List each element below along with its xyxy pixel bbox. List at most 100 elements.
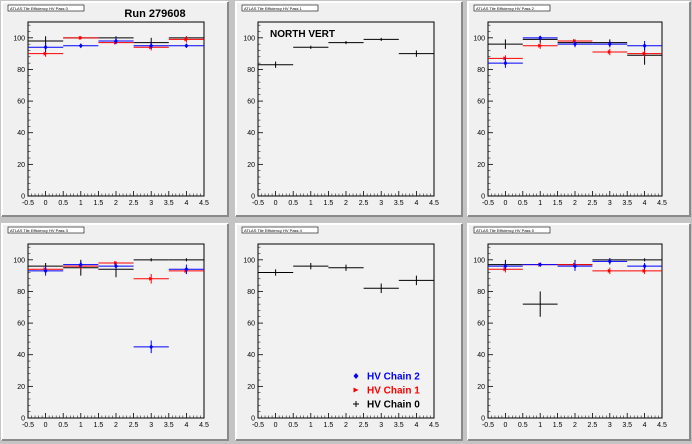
data-point: [522, 35, 558, 41]
x-tick-label: 1: [309, 422, 313, 429]
point-marker: [607, 50, 612, 55]
data-point: [398, 275, 434, 286]
y-tick-label: 0: [21, 416, 25, 423]
panel-title: ATLAS Tile Efficiency HV Pass 5: [476, 228, 535, 233]
chart-panel-3: ATLAS Tile Efficiency HV Pass 2-0.5 0 0.5 1…: [467, 1, 691, 217]
legend-label: HV Chain 1: [367, 386, 420, 397]
x-tick-label: 2.5: [359, 422, 369, 429]
data-point: [168, 258, 204, 262]
plot-area: [487, 243, 663, 419]
point-marker: [607, 268, 612, 273]
panel-title-frame: [241, 4, 319, 12]
y-tick-label: 40: [247, 352, 255, 359]
point-marker: [149, 276, 154, 281]
x-tick-label: 0.5: [518, 200, 528, 207]
x-tick-label: 0.5: [288, 200, 298, 207]
data-point: [522, 291, 558, 317]
x-tick-label: 0: [503, 422, 507, 429]
y-tick-label: 100: [473, 257, 485, 264]
panel-bevel-light: [1, 223, 228, 440]
data-point: [488, 39, 523, 49]
panel-title: ATLAS Tile Efficiency HV Pass 4: [244, 228, 303, 233]
data-point: [168, 264, 204, 275]
data-point: [522, 262, 558, 268]
data-point: [592, 258, 628, 265]
data-point: [98, 37, 134, 45]
point-marker: [114, 263, 118, 269]
x-tick-label: 2.5: [588, 422, 598, 429]
legend-diamond-marker: [353, 373, 359, 379]
y-tick-label: 20: [247, 384, 255, 391]
x-tick-label: 0.5: [58, 422, 68, 429]
plot-area: [257, 243, 435, 419]
run-label: Run 279608: [124, 8, 185, 20]
y-tick-label: 0: [21, 194, 25, 201]
x-tick-label: 3.5: [394, 422, 404, 429]
x-tick-label: 2.5: [588, 200, 598, 207]
x-tick-label: 2: [573, 422, 577, 429]
x-tick-label: 3: [608, 422, 612, 429]
point-marker: [78, 262, 83, 268]
data-point: [63, 261, 99, 268]
y-tick-label: 20: [477, 384, 485, 391]
chart-panel-5: ATLAS Tile Efficiency HV Pass 4-0.5 0 0.5 1…: [235, 223, 463, 441]
x-tick-label: 2.5: [129, 200, 139, 207]
data-point: [98, 262, 134, 270]
data-series: [488, 35, 662, 68]
y-tick-label: 100: [243, 35, 255, 42]
panel-bevel-dark: [236, 224, 463, 441]
y-tick-label: 80: [17, 67, 25, 74]
point-marker: [184, 43, 189, 49]
y-tick-label: 80: [247, 289, 255, 296]
data-point: [488, 262, 523, 270]
x-tick-label: 4.5: [429, 422, 439, 429]
y-tick-label: 60: [247, 321, 255, 328]
point-marker: [607, 258, 612, 264]
plot-area: [27, 21, 205, 197]
data-series: [28, 261, 204, 354]
x-tick-label: 1: [538, 200, 542, 207]
y-tick-label: 60: [247, 99, 255, 106]
data-point: [398, 50, 434, 57]
x-tick-label: 2.5: [129, 422, 139, 429]
x-tick-label: -0.5: [482, 422, 494, 429]
point-marker: [78, 35, 83, 40]
point-marker: [538, 43, 543, 48]
point-marker: [642, 263, 647, 269]
data-point: [258, 61, 294, 68]
panel-annotation: NORTH VERT: [270, 29, 335, 40]
legend-entry: HV Chain 2: [353, 372, 420, 383]
x-tick-label: 1: [79, 200, 83, 207]
y-tick-label: 20: [17, 384, 25, 391]
data-point: [557, 40, 593, 48]
point-marker: [43, 51, 48, 56]
x-tick-label: 1: [538, 422, 542, 429]
data-point: [168, 36, 204, 43]
panel-title: ATLAS Tile Efficiency HV Pass 0: [10, 6, 69, 11]
x-tick-label: -0.5: [252, 422, 264, 429]
chart-panel-6: ATLAS Tile Efficiency HV Pass 5-0.5 0 0.5 1…: [467, 223, 691, 441]
x-tick-label: 2: [344, 422, 348, 429]
point-marker: [149, 43, 154, 49]
point-marker: [573, 263, 577, 269]
x-tick-label: 4: [414, 422, 418, 429]
panel-bevel-dark: [468, 224, 691, 441]
y-tick-label: 40: [17, 352, 25, 359]
data-point: [363, 283, 399, 294]
panel-bevel-light: [1, 1, 228, 216]
x-tick-label: 3: [379, 200, 383, 207]
chart-panel-1: ATLAS Tile Efficiency HV Pass 0-0.5 0 0.5 1…: [1, 1, 229, 217]
point-marker: [184, 37, 189, 42]
x-tick-label: -0.5: [482, 200, 494, 207]
y-tick-label: 40: [477, 352, 485, 359]
y-tick-label: 20: [247, 162, 255, 169]
data-series: [488, 258, 662, 271]
panel-title-box: ATLAS Tile Efficiency HV Pass 4: [241, 226, 319, 234]
y-tick-label: 100: [13, 35, 25, 42]
panel-bevel-light: [235, 223, 462, 440]
x-tick-label: 1.5: [94, 422, 104, 429]
y-tick-label: 80: [477, 289, 485, 296]
point-marker: [642, 268, 647, 273]
x-tick-label: 4.5: [657, 422, 667, 429]
legend-entry: HV Chain 1: [353, 386, 420, 397]
